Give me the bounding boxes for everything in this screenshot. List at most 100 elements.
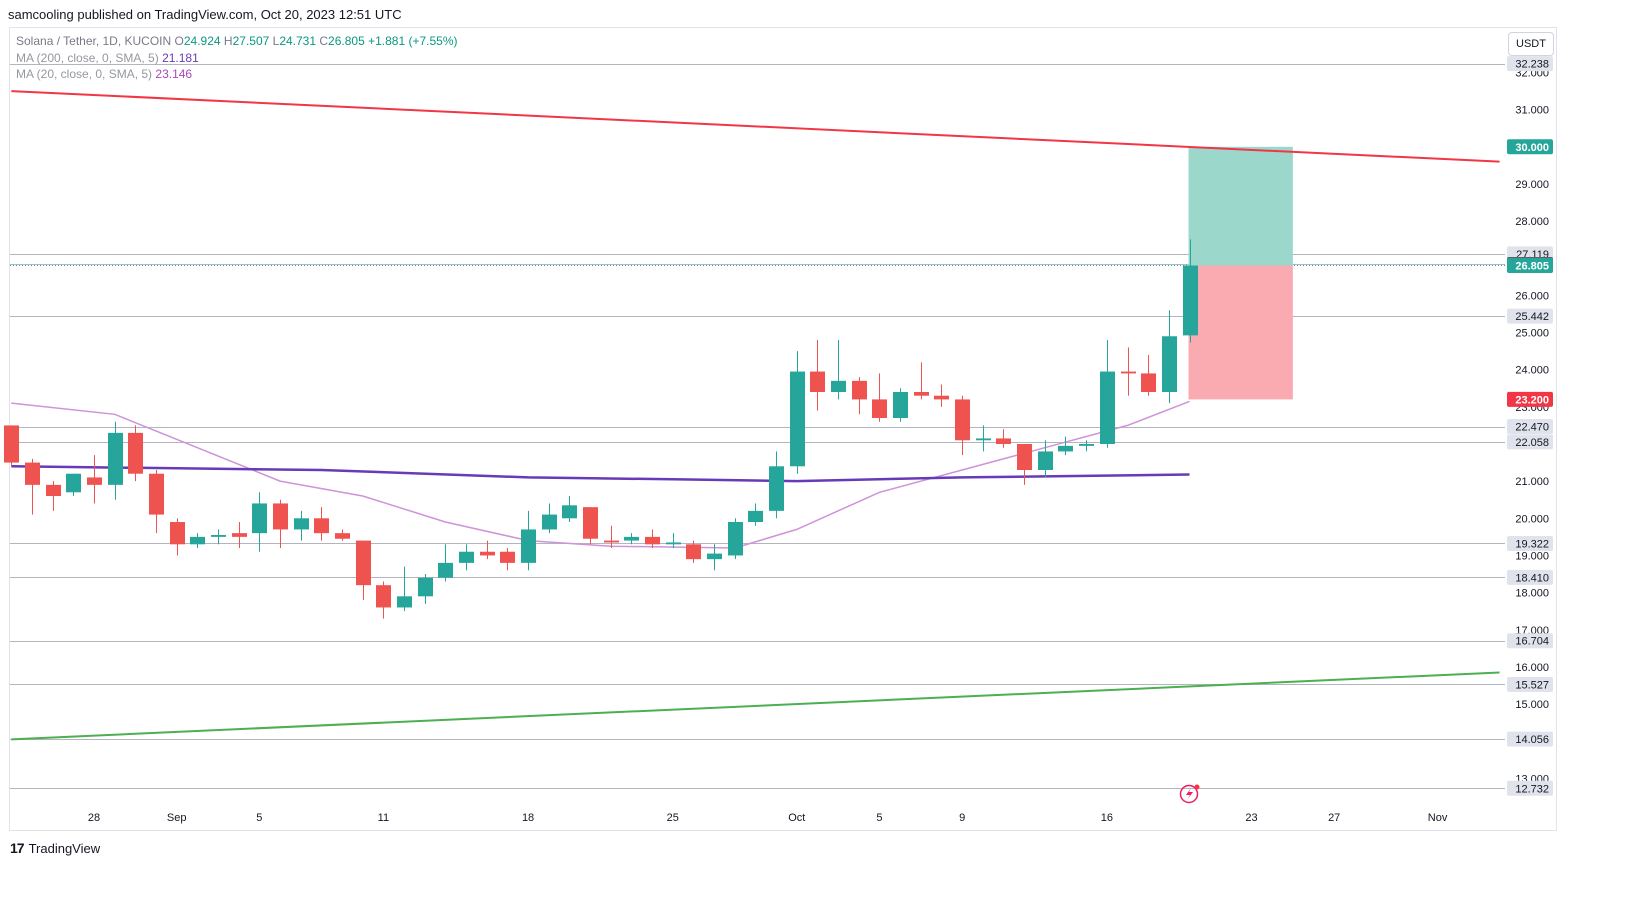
x-tick-label: 23: [1245, 812, 1257, 824]
brand-name: TradingView: [28, 840, 101, 856]
candle-body: [707, 553, 722, 560]
candle-body: [790, 371, 805, 467]
trend-lines: [11, 90, 1500, 741]
price-label: 15.527: [1507, 676, 1553, 692]
low-value: 24.731: [279, 34, 317, 48]
candle: [1141, 354, 1156, 396]
candle-body: [976, 438, 991, 441]
chart-legend: Solana / Tether, 1D, KUCOIN O24.924 H27.…: [16, 33, 458, 83]
candle-body: [356, 540, 371, 586]
candle: [996, 429, 1011, 448]
candle: [4, 425, 19, 467]
price-label-text: 18.410: [1515, 572, 1549, 584]
candle-body: [1162, 336, 1177, 392]
candle-body: [252, 503, 267, 534]
candle-body: [1141, 373, 1156, 392]
candle-body: [686, 544, 701, 560]
price-label: 18.410: [1507, 569, 1553, 585]
moving-averages: [11, 400, 1190, 549]
tradingview-icon: 17: [10, 840, 25, 856]
price-label: 23.200: [1507, 391, 1553, 407]
candle-body: [294, 518, 309, 530]
candle: [748, 503, 763, 526]
ma20-row[interactable]: MA (20, close, 0, SMA, 5) 23.146: [16, 66, 458, 83]
candle-body: [955, 399, 970, 441]
y-tick-label: 24.000: [1515, 365, 1549, 377]
x-tick-label: 25: [667, 812, 679, 824]
candle-body: [583, 507, 598, 539]
candle-body: [128, 432, 143, 474]
price-label-bg: [1507, 139, 1553, 155]
currency-button[interactable]: USDT: [1508, 32, 1554, 56]
candle-body: [831, 380, 846, 392]
candle-body: [108, 432, 123, 485]
price-label-text: 26.805: [1515, 260, 1549, 272]
x-tick-label: 9: [959, 812, 965, 824]
candle: [666, 533, 681, 549]
price-label: 16.704: [1507, 633, 1553, 649]
open-value: 24.924: [183, 34, 221, 48]
x-tick-label: 16: [1101, 812, 1113, 824]
x-tick-label: 27: [1328, 812, 1340, 824]
candle: [1038, 440, 1053, 478]
price-label-text: 15.527: [1515, 679, 1549, 691]
y-tick-label: 29.000: [1515, 179, 1549, 191]
candle-body: [1038, 451, 1053, 471]
support-line: [11, 671, 1500, 741]
candle: [707, 544, 722, 571]
candle-body: [996, 438, 1011, 444]
candle: [542, 503, 557, 534]
candle: [728, 518, 743, 560]
candle: [1183, 239, 1198, 343]
candle: [87, 455, 102, 504]
level-lines: [10, 64, 1505, 789]
candle: [1017, 444, 1032, 485]
candle-body: [4, 425, 19, 463]
ma200-row[interactable]: MA (200, close, 0, SMA, 5) 21.181: [16, 50, 458, 67]
symbol-row[interactable]: Solana / Tether, 1D, KUCOIN O24.924 H27.…: [16, 33, 458, 50]
candle-body: [542, 514, 557, 530]
price-labels: 32.23830.00027.11926.83326.80525.44223.2…: [1507, 56, 1553, 796]
candle-body: [46, 484, 61, 497]
candle: [1162, 310, 1177, 404]
y-tick-label: 21.000: [1515, 476, 1549, 488]
price-label-bg: [1507, 308, 1553, 324]
x-tick-label: 5: [256, 812, 262, 824]
price-label-text: 32.238: [1515, 59, 1549, 71]
candle-body: [645, 536, 660, 545]
candle-body: [624, 536, 639, 541]
y-tick-label: 19.000: [1515, 550, 1549, 562]
price-label-bg: [1507, 633, 1553, 649]
lightning-icon[interactable]: [1179, 784, 1200, 804]
candle: [790, 351, 805, 474]
candle-body: [211, 535, 226, 537]
candle: [397, 566, 412, 612]
time-axis: 28 Sep 5 11 18 25 Oct 5 9 16 23 27 Nov: [88, 812, 1448, 824]
price-label-text: 22.470: [1515, 422, 1549, 434]
candle: [604, 525, 619, 549]
ma20-label: MA (20, close, 0, SMA, 5): [16, 67, 153, 81]
candle-body: [769, 466, 784, 511]
candle: [521, 510, 536, 571]
candle: [459, 544, 474, 571]
price-label-bg: [1507, 434, 1553, 450]
price-label-bg: [1507, 731, 1553, 747]
price-label: 14.056: [1507, 731, 1553, 747]
candle-body: [748, 510, 763, 523]
candle-body: [914, 391, 929, 396]
price-label: 32.238: [1507, 56, 1553, 72]
candle-body: [666, 542, 681, 545]
candle-body: [500, 551, 515, 563]
tradingview-logo[interactable]: 17 TradingView: [10, 840, 100, 856]
candle-body: [149, 473, 164, 515]
candle: [66, 473, 81, 497]
price-label-bg: [1507, 569, 1553, 585]
price-label-bg: [1507, 676, 1553, 692]
candle: [149, 470, 164, 534]
candle-body: [418, 577, 433, 597]
price-label-bg: [1507, 56, 1553, 72]
candle-body: [1100, 371, 1115, 444]
candle-body: [170, 522, 185, 545]
candle-body: [604, 540, 619, 543]
